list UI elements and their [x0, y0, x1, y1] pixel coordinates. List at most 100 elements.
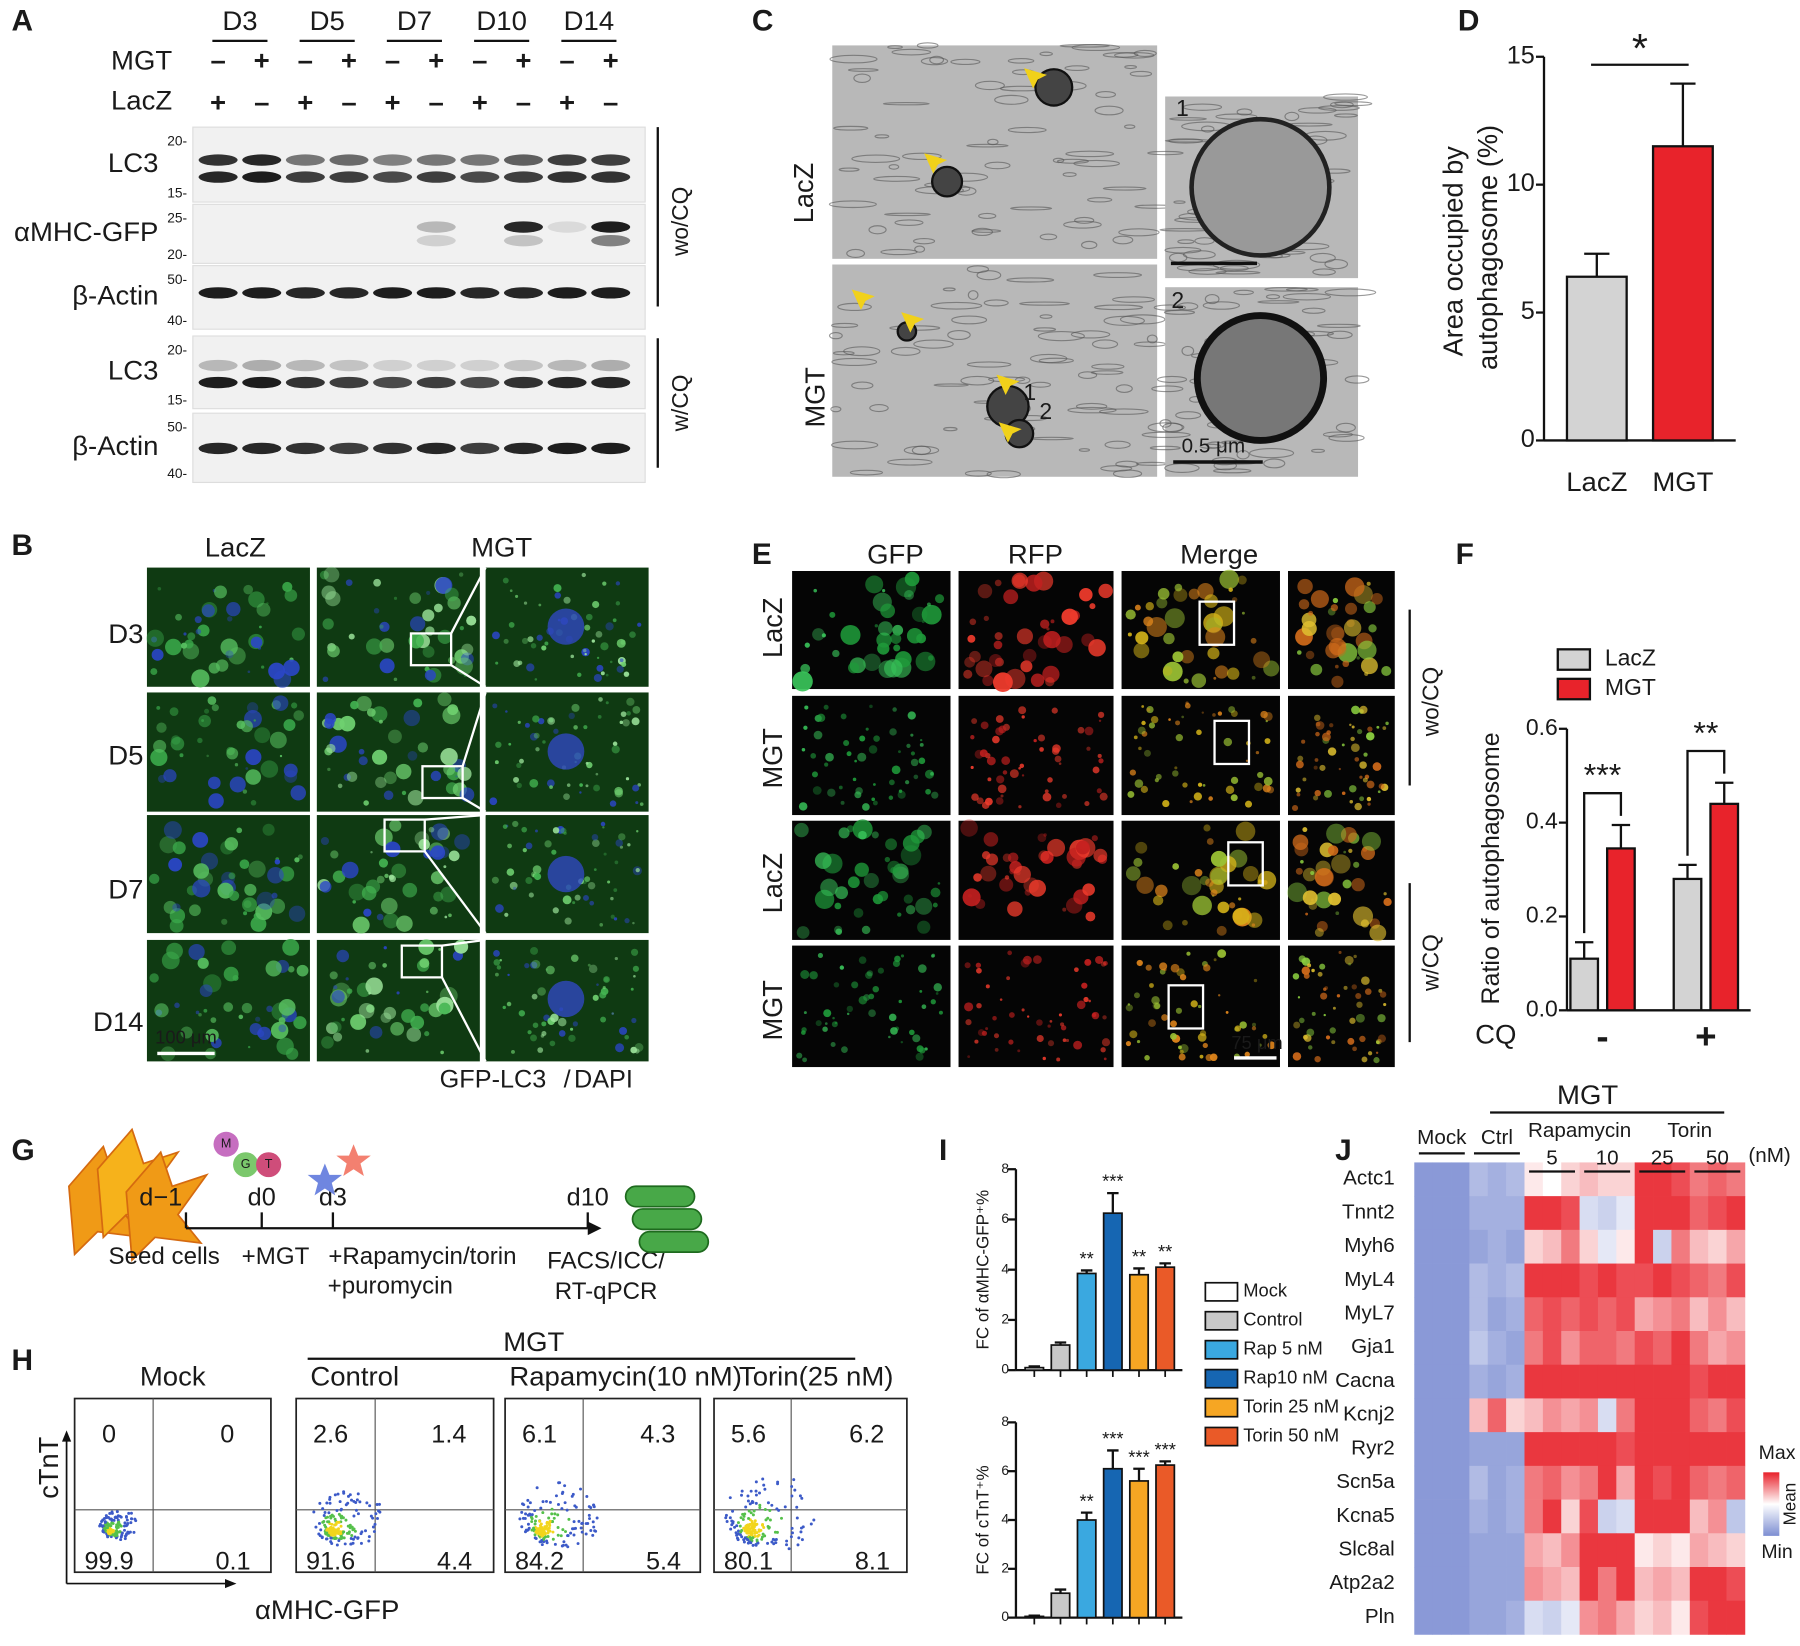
micrograph-feature	[609, 660, 613, 664]
flow-event	[346, 1494, 350, 1498]
micrograph-feature	[496, 965, 502, 970]
micrograph-feature	[563, 596, 571, 604]
row-label: MGT	[111, 45, 172, 76]
flow-event	[356, 1512, 360, 1516]
micrograph-feature	[591, 639, 596, 643]
flow-event	[524, 1512, 528, 1516]
micrograph-feature	[568, 712, 575, 720]
y-tick-label: 8	[1001, 1161, 1009, 1176]
micrograph-feature	[168, 857, 183, 872]
em-texture	[869, 404, 889, 413]
micrograph-feature	[1264, 738, 1271, 744]
heatmap-cell	[1542, 1533, 1562, 1568]
flow-event	[365, 1501, 369, 1505]
panel-letter: A	[11, 5, 33, 38]
micrograph-feature	[995, 797, 1004, 805]
inset-label: 1	[1176, 95, 1189, 121]
row-label: LacZ	[111, 84, 172, 115]
micrograph-feature	[525, 842, 533, 850]
micrograph-feature	[527, 636, 534, 643]
em-texture	[1087, 197, 1113, 203]
flow-event	[108, 1531, 112, 1535]
flow-event	[334, 1522, 338, 1526]
em-texture	[930, 301, 983, 310]
zoom-box	[400, 944, 444, 979]
flow-event	[795, 1516, 799, 1520]
micrograph-feature	[495, 661, 499, 665]
micrograph-feature	[1085, 911, 1096, 922]
micrograph-feature	[1153, 895, 1164, 906]
row-label: Cacna	[1335, 1369, 1395, 1392]
flow-event	[753, 1531, 757, 1535]
micrograph-feature	[616, 665, 624, 673]
heatmap-cell	[1653, 1499, 1672, 1534]
micrograph-feature	[979, 749, 988, 758]
flow-event	[339, 1524, 343, 1528]
heatmap-cell	[1616, 1229, 1636, 1264]
bar	[1102, 1467, 1123, 1619]
micrograph-feature	[322, 618, 334, 630]
micrograph-feature	[869, 704, 873, 709]
micrograph-feature	[898, 999, 902, 1004]
micrograph-feature	[602, 826, 605, 829]
micrograph-feature	[1208, 796, 1213, 801]
micrograph-feature	[250, 636, 263, 649]
scale-label: 100 μm	[155, 1027, 217, 1048]
quadrant-value: 0	[102, 1421, 116, 1449]
micrograph-feature	[637, 622, 642, 627]
micrograph-feature	[824, 1022, 828, 1025]
heatmap-cell	[1597, 1364, 1617, 1399]
micrograph-feature	[1234, 1025, 1242, 1032]
row-label: MGT	[799, 367, 830, 428]
micrograph-feature	[890, 1027, 898, 1035]
micrograph-feature	[1295, 867, 1303, 875]
micrograph-feature	[855, 787, 863, 795]
micrograph-feature	[266, 602, 269, 605]
micrograph-feature	[570, 1027, 574, 1031]
micrograph-feature	[980, 865, 997, 882]
micrograph-feature	[796, 926, 810, 939]
flow-event	[758, 1506, 762, 1510]
micrograph-feature	[890, 867, 897, 874]
heatmap-cell	[1689, 1364, 1709, 1399]
micrograph-feature	[1252, 1022, 1257, 1027]
micrograph-feature	[525, 876, 533, 885]
cardiomyocyte-icon	[638, 1230, 710, 1253]
micrograph-feature	[868, 993, 875, 1000]
micrograph-feature	[1341, 791, 1346, 796]
arrowhead	[996, 374, 1020, 396]
micrograph-feature	[969, 650, 981, 663]
sign: –	[254, 87, 269, 118]
micrograph-feature	[1181, 715, 1185, 719]
em-texture	[1188, 268, 1227, 275]
micrograph-feature	[519, 758, 524, 764]
quadrant-value: 6.1	[522, 1421, 557, 1449]
micrograph-feature	[983, 615, 989, 622]
bar	[1155, 1266, 1176, 1372]
flow-event	[576, 1542, 580, 1546]
bar	[1050, 1344, 1071, 1372]
flow-event	[125, 1532, 129, 1536]
blot-band	[503, 287, 543, 299]
micrograph-feature	[1302, 890, 1318, 906]
micrograph-feature	[433, 603, 443, 613]
legend-label: Rap10 nM	[1243, 1367, 1328, 1388]
em-texture	[1263, 458, 1286, 469]
flow-event	[731, 1520, 735, 1524]
micrograph-feature	[1046, 627, 1050, 631]
heatmap-cell	[1634, 1229, 1654, 1264]
micrograph-feature	[892, 863, 909, 880]
heatmap-cell	[1708, 1297, 1727, 1332]
nucleus	[547, 608, 585, 645]
em-texture	[846, 248, 866, 259]
micrograph-feature	[614, 786, 623, 796]
flow-event	[594, 1529, 598, 1533]
step-label: +puromycin	[328, 1273, 453, 1300]
micrograph-feature	[1348, 962, 1352, 966]
micrograph-feature	[552, 827, 560, 834]
heatmap-cell	[1506, 1533, 1525, 1568]
flow-event	[770, 1503, 774, 1507]
micrograph-feature	[1101, 1038, 1111, 1047]
flow-event	[740, 1489, 744, 1493]
micrograph-feature	[589, 900, 595, 906]
